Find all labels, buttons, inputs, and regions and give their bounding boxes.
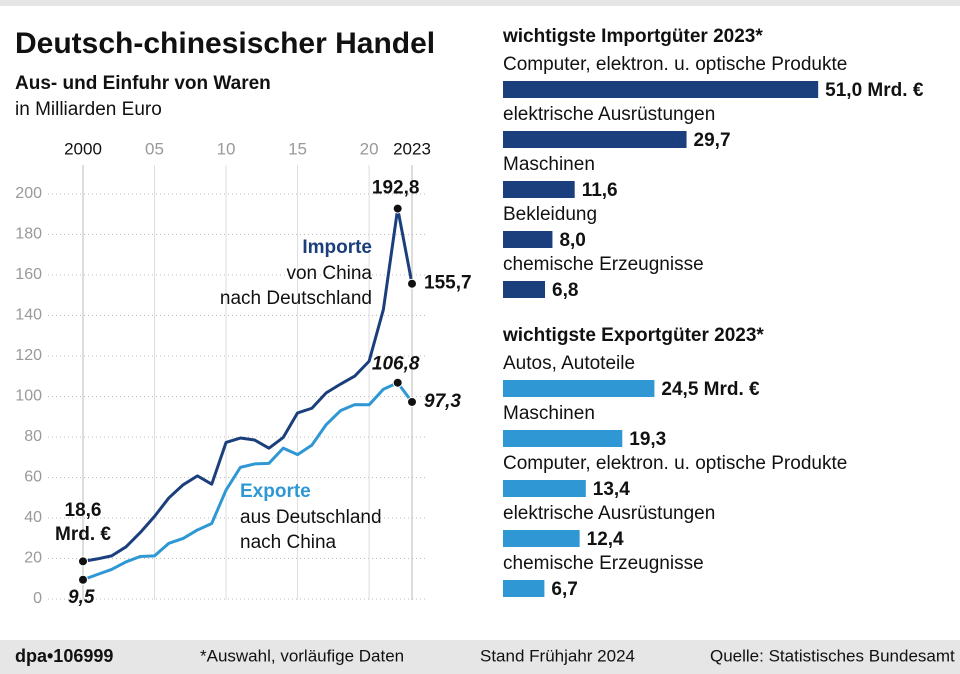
point — [392, 377, 403, 388]
bar — [503, 131, 687, 148]
value-label: 6,7 — [551, 579, 577, 600]
line — [82, 381, 414, 582]
value-label: 155,7 — [424, 273, 472, 294]
value-label: 13,4 — [593, 479, 630, 500]
legend-description: nach Deutschland — [220, 288, 372, 309]
x-tick-label: 15 — [288, 139, 307, 158]
y-tick-label: 140 — [15, 307, 42, 324]
value-label: 18,6 Mrd. € — [55, 500, 111, 546]
y-tick-label: 40 — [24, 509, 42, 526]
y-tick-label: 100 — [15, 388, 42, 405]
bar — [503, 181, 575, 198]
point — [407, 396, 417, 407]
x-tick-label: 10 — [217, 139, 236, 158]
y-tick-label: 60 — [24, 469, 42, 486]
category-label: Computer, elektron. u. optische Produkte — [503, 453, 847, 474]
y-tick-label: 80 — [24, 428, 42, 445]
value-label: 6,8 — [552, 280, 578, 301]
x-tick-label: 20 — [360, 139, 379, 158]
footer-band — [0, 640, 960, 674]
source: Quelle: Statistisches Bundesamt — [710, 646, 955, 665]
section-title: wichtigste Exportgüter 2023* — [502, 325, 764, 346]
y-tick-label: 180 — [15, 226, 42, 243]
chart-title: Deutsch-chinesischer Handel — [15, 27, 435, 60]
category-label: Maschinen — [503, 154, 595, 175]
category-label: chemische Erzeugnisse — [503, 254, 704, 275]
agency: dpa•106999 — [15, 646, 113, 666]
value-label: 8,0 — [559, 230, 585, 251]
footnote: *Auswahl, vorläufige Daten — [200, 646, 404, 665]
value-label: 106,8 — [372, 354, 420, 375]
point — [392, 203, 403, 214]
category-label: chemische Erzeugnisse — [503, 553, 704, 574]
value-label: 51,0 Mrd. € — [825, 80, 924, 101]
category-label: elektrische Ausrüstungen — [503, 104, 715, 125]
bar — [503, 380, 655, 397]
bar — [503, 430, 623, 447]
value-label: 11,6 — [582, 180, 618, 201]
value-label: 192,8 — [372, 178, 420, 199]
bar — [503, 530, 580, 547]
value-label: 29,7 — [694, 130, 731, 151]
y-tick-label: 0 — [33, 590, 42, 607]
y-tick-label: 20 — [24, 550, 42, 567]
legend-description: nach China — [240, 532, 337, 553]
value-label: 24,5 Mrd. € — [661, 379, 760, 400]
y-tick-label: 200 — [15, 185, 42, 202]
legend-name: Exporte — [240, 481, 311, 502]
date: Stand Frühjahr 2024 — [480, 646, 635, 665]
subtitle: Aus- und Einfuhr von Waren — [15, 73, 271, 94]
bar — [503, 480, 586, 497]
unit: in Milliarden Euro — [15, 99, 162, 120]
value-label: 12,4 — [587, 529, 624, 550]
bar — [503, 281, 546, 298]
legend-description: von China — [286, 263, 372, 284]
legend-description: aus Deutschland — [240, 507, 382, 528]
value-label: 19,3 — [629, 429, 666, 450]
line — [82, 207, 414, 563]
x-tick-label: 05 — [145, 139, 164, 158]
y-tick-label: 160 — [15, 266, 42, 283]
value-label: 97,3 — [424, 391, 461, 412]
category-label: elektrische Ausrüstungen — [503, 503, 715, 524]
bar — [503, 81, 819, 98]
value-label: 9,5 — [68, 587, 95, 608]
section-title: wichtigste Importgüter 2023* — [502, 26, 763, 47]
bar — [503, 231, 553, 248]
point — [407, 278, 417, 289]
top-strip — [0, 0, 960, 6]
category-label: Maschinen — [503, 403, 595, 424]
legend-name: Importe — [302, 237, 372, 258]
point — [78, 574, 88, 585]
category-label: Bekleidung — [503, 204, 597, 225]
x-tick-label: 2023 — [393, 139, 431, 158]
category-label: Computer, elektron. u. optische Produkte — [503, 54, 847, 75]
y-tick-label: 120 — [15, 347, 42, 364]
x-tick-label: 2000 — [64, 139, 102, 158]
category-label: Autos, Autoteile — [503, 353, 635, 374]
point — [78, 556, 88, 567]
bar — [503, 580, 545, 597]
